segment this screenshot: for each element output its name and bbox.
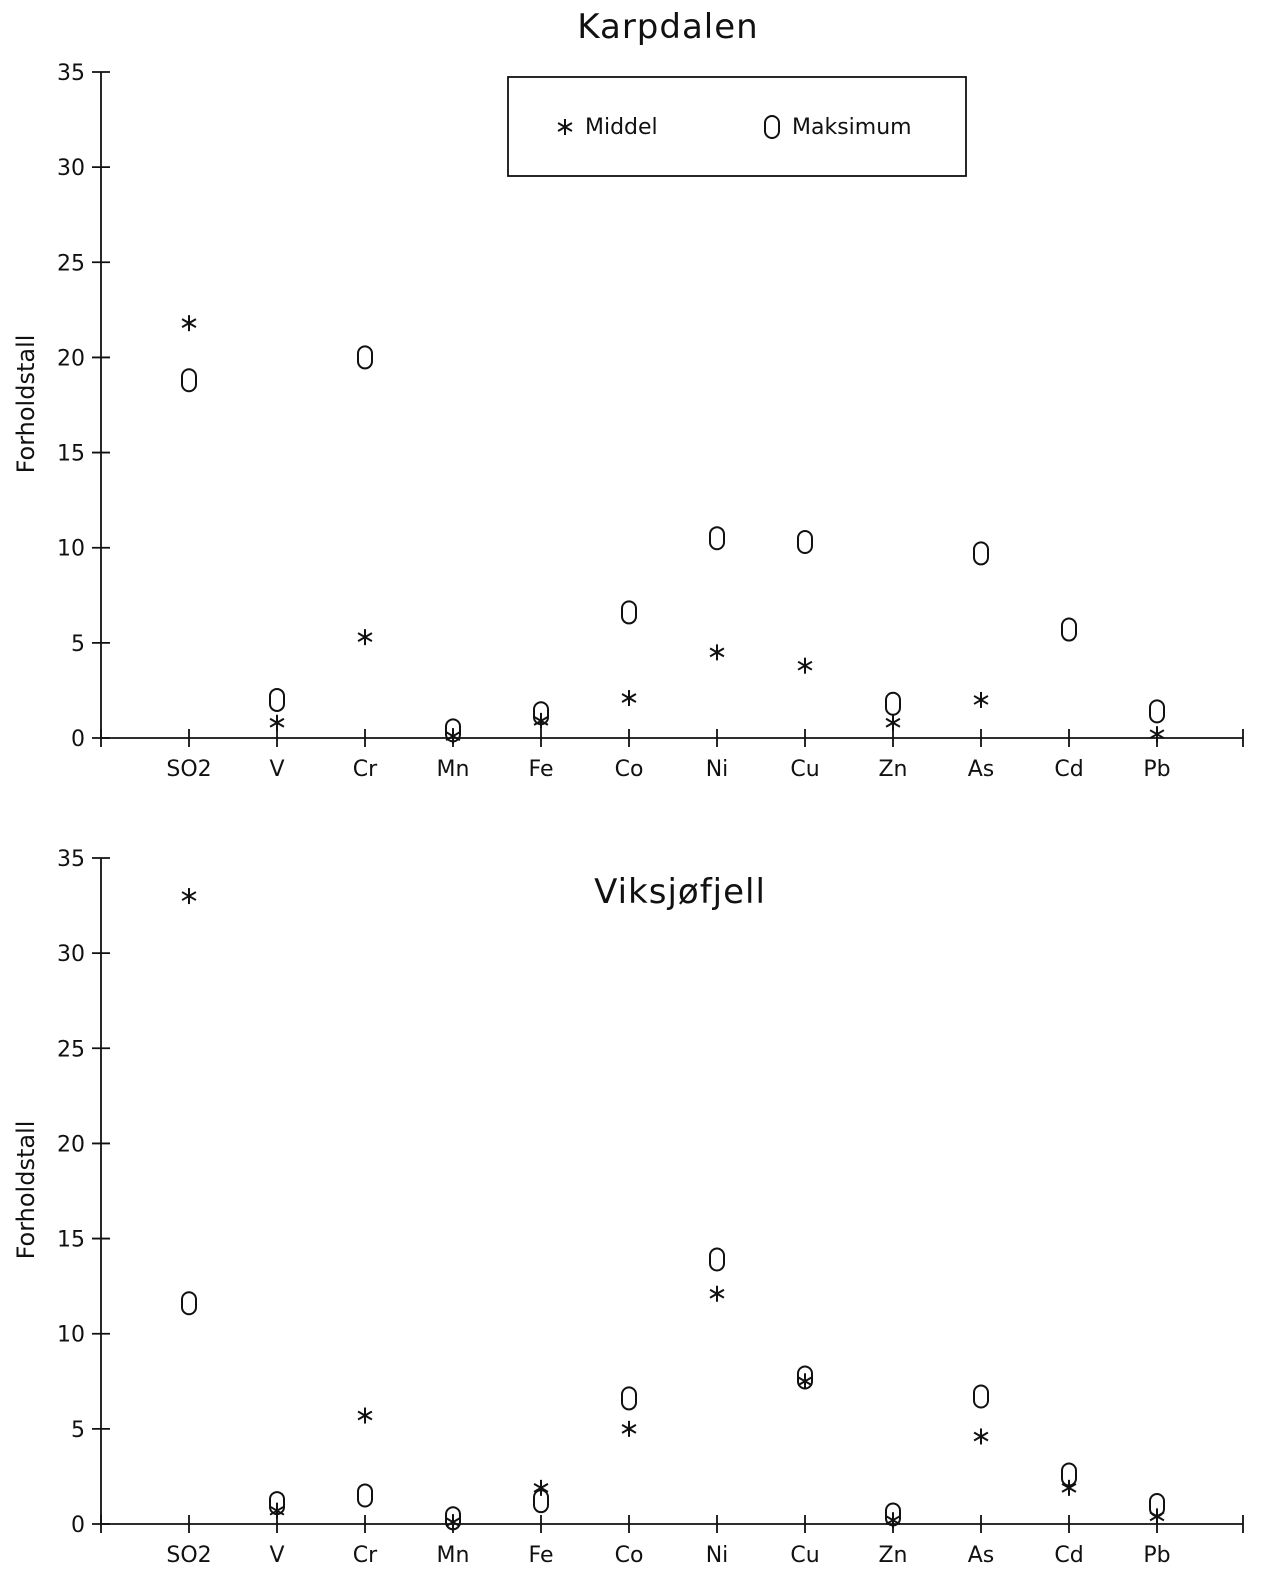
x-tick-label: Fe <box>529 1543 554 1568</box>
x-tick-label: Zn <box>878 1543 907 1568</box>
y-axis-label: Forholdstall <box>12 1121 40 1260</box>
x-tick-label: Ni <box>706 757 729 782</box>
x-tick-label: Cu <box>790 757 819 782</box>
y-tick-label: 5 <box>71 1418 85 1443</box>
point-middel-cr <box>357 629 373 646</box>
x-tick-label: Co <box>615 1543 644 1568</box>
point-middel-co <box>621 690 637 707</box>
legend-label-middel: Middel <box>585 115 658 140</box>
point-maksimum-ni <box>709 526 725 551</box>
point-maksimum-zn <box>885 691 901 716</box>
x-tick-label: Cd <box>1054 1543 1083 1568</box>
point-middel-cu <box>797 657 813 674</box>
point-maksimum-as <box>973 1384 989 1409</box>
y-tick-label: 10 <box>57 537 85 562</box>
y-tick-label: 20 <box>57 346 85 371</box>
point-maksimum-mn <box>445 1506 461 1531</box>
y-tick-label: 0 <box>71 1513 85 1538</box>
y-tick-label: 5 <box>71 632 85 657</box>
y-tick-label: 35 <box>57 847 85 872</box>
y-tick-label: 10 <box>57 1323 85 1348</box>
x-tick-label: SO2 <box>166 1543 211 1568</box>
legend: Middel Maksimum <box>507 76 967 177</box>
x-tick-label: Cd <box>1054 757 1083 782</box>
x-tick-label: Zn <box>878 757 907 782</box>
legend-box <box>507 76 967 177</box>
point-maksimum-co <box>621 1386 637 1411</box>
point-middel-v <box>269 714 285 731</box>
point-maksimum-cu <box>797 1365 813 1390</box>
x-tick-label: V <box>269 757 284 782</box>
x-tick-label: Mn <box>437 757 470 782</box>
point-middel-cu <box>797 1373 813 1390</box>
point-middel-ni <box>709 644 725 661</box>
y-tick-label: 0 <box>71 727 85 752</box>
y-axis-label: Forholdstall <box>12 335 40 474</box>
point-middel-cr <box>357 1407 373 1424</box>
point-middel-cd <box>1061 1479 1077 1496</box>
x-tick-label: Mn <box>437 1543 470 1568</box>
legend-label-maksimum: Maksimum <box>792 115 912 140</box>
point-maksimum-zn <box>885 1502 901 1527</box>
x-tick-label: V <box>269 1543 284 1568</box>
point-middel-as <box>973 691 989 708</box>
point-middel-co <box>621 1420 637 1437</box>
x-tick-label: Pb <box>1143 757 1170 782</box>
chart-panel-1: 0 5 10 15 20 25 30 35 SO2 V Cr Mn Fe Co Ni Cu Zn As Cd Pb Fo… <box>12 7 1244 782</box>
y-tick-label: 20 <box>57 1132 85 1157</box>
point-maksimum-v <box>269 1491 285 1516</box>
y-tick-label: 35 <box>57 61 85 86</box>
y-tick-label: 30 <box>57 156 85 181</box>
point-maksimum-cr <box>357 1483 373 1508</box>
point-maksimum-cd <box>1061 617 1077 642</box>
point-middel-fe <box>533 1479 549 1496</box>
chart-title: Viksjøfjell <box>594 872 766 912</box>
point-middel-mn <box>445 1514 461 1531</box>
point-maksimum-as <box>973 541 989 566</box>
x-tick-label: Cu <box>790 1543 819 1568</box>
point-maksimum-so2 <box>181 1291 197 1316</box>
y-tick-label: 15 <box>57 1228 85 1253</box>
x-tick-label: Pb <box>1143 1543 1170 1568</box>
x-tick-label: Ni <box>706 1543 729 1568</box>
x-tick-label: Cr <box>353 757 378 782</box>
x-tick-label: Co <box>615 757 644 782</box>
point-maksimum-ni <box>709 1247 725 1272</box>
point-middel-ni <box>709 1285 725 1302</box>
y-tick-label: 30 <box>57 942 85 967</box>
y-tick-label: 25 <box>57 251 85 276</box>
legend-o-icon <box>764 115 780 139</box>
x-tick-label: SO2 <box>166 757 211 782</box>
point-middel-as <box>973 1428 989 1445</box>
point-maksimum-cr <box>357 345 373 370</box>
point-maksimum-fe <box>533 1489 549 1514</box>
y-tick-label: 15 <box>57 442 85 467</box>
point-maksimum-cd <box>1061 1462 1077 1487</box>
x-tick-label: As <box>968 1543 995 1568</box>
chart-title: Karpdalen <box>577 7 758 47</box>
point-maksimum-pb <box>1149 1492 1165 1517</box>
x-tick-label: As <box>968 757 995 782</box>
point-maksimum-pb <box>1149 699 1165 724</box>
x-tick-label: Fe <box>529 757 554 782</box>
point-middel-so2 <box>181 315 197 332</box>
point-middel-so2 <box>181 888 197 905</box>
legend-star-icon <box>557 119 573 135</box>
chart-panel-2: 0 5 10 15 20 25 30 35 SO2 V Cr Mn Fe Co Ni Cu Zn As Cd Pb Fo… <box>12 847 1244 1568</box>
point-middel-zn <box>885 714 901 731</box>
point-maksimum-co <box>621 600 637 625</box>
y-tick-label: 25 <box>57 1037 85 1062</box>
point-maksimum-so2 <box>181 368 197 393</box>
point-maksimum-v <box>269 687 285 712</box>
point-maksimum-cu <box>797 530 813 555</box>
point-middel-pb <box>1149 726 1165 743</box>
point-maksimum-fe <box>533 701 549 726</box>
point-maksimum-mn <box>445 718 461 743</box>
x-tick-label: Cr <box>353 1543 378 1568</box>
